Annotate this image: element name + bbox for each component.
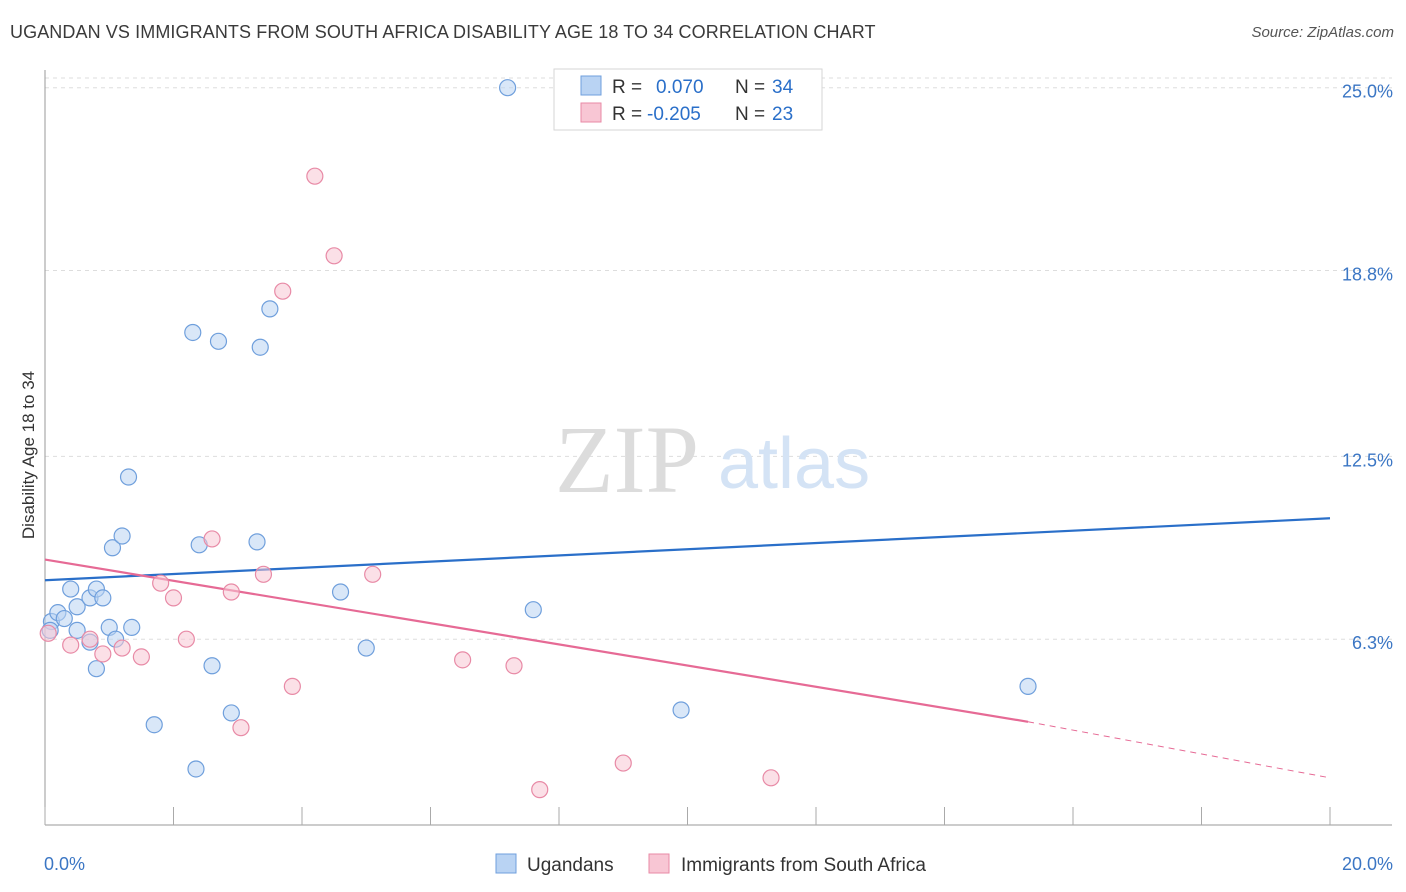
x-tick-label: 0.0%: [44, 854, 85, 874]
point-ugandans: [94, 589, 112, 607]
point-south-africa: [203, 530, 221, 548]
legend-n-label-2: N =: [735, 104, 765, 125]
y-tick-label: 12.5%: [1342, 450, 1393, 470]
point-ugandans: [499, 79, 517, 97]
point-south-africa: [325, 247, 343, 265]
y-tick-label: 6.3%: [1352, 633, 1393, 653]
point-ugandans: [222, 704, 240, 722]
trendline-ugandans: [44, 517, 1331, 582]
point-ugandans: [248, 533, 266, 551]
legend-r-value-1: 0.070: [656, 77, 704, 98]
point-south-africa: [254, 565, 273, 583]
point-south-africa: [505, 657, 523, 675]
y-tick-label: 18.8%: [1342, 265, 1393, 285]
point-ugandans: [1019, 677, 1037, 695]
point-ugandans: [55, 609, 73, 628]
point-ugandans: [62, 580, 80, 598]
legend-label-ugandans: Ugandans: [527, 855, 614, 876]
point-south-africa: [132, 648, 150, 666]
watermark-zip: ZIP: [555, 406, 699, 513]
point-ugandans: [331, 583, 350, 601]
legend-swatch-bottom-south-africa: [648, 853, 670, 874]
legend-swatch-ugandans: [580, 75, 602, 96]
point-ugandans: [87, 660, 106, 678]
point-ugandans: [524, 601, 542, 619]
point-ugandans: [184, 323, 202, 342]
point-south-africa: [39, 624, 57, 642]
legend-n-value-2: 23: [772, 104, 793, 125]
point-south-africa: [531, 781, 549, 799]
y-axis-label: Disability Age 18 to 34: [19, 371, 38, 539]
x-tick-label: 20.0%: [1342, 854, 1393, 874]
point-south-africa: [232, 719, 250, 737]
watermark: ZIP atlas: [555, 406, 870, 513]
stats-legend: R = 0.070 N = 34 R = -0.205 N = 23: [553, 68, 823, 131]
point-ugandans: [251, 338, 269, 356]
point-south-africa: [94, 645, 112, 663]
point-ugandans: [145, 716, 163, 734]
point-ugandans: [261, 300, 279, 318]
trendlines: [44, 517, 1331, 779]
legend-n-label-1: N =: [735, 77, 765, 98]
grid-layer: [45, 77, 1392, 640]
watermark-atlas: atlas: [718, 424, 870, 504]
point-south-africa: [762, 769, 780, 787]
point-south-africa: [152, 574, 170, 592]
source-label: Source: ZipAtlas.com: [1251, 24, 1394, 41]
chart-title: UGANDAN VS IMMIGRANTS FROM SOUTH AFRICA …: [10, 22, 876, 42]
point-ugandans: [113, 527, 131, 545]
trendline-south-africa: [1027, 721, 1331, 779]
trendline-south-africa: [44, 558, 1029, 723]
point-ugandans: [103, 539, 122, 557]
point-ugandans: [209, 332, 228, 350]
data-points: [39, 79, 1037, 799]
point-ugandans: [187, 760, 205, 778]
point-ugandans: [672, 701, 690, 719]
legend-r-label-1: R =: [612, 77, 642, 98]
y-tick-label: 25.0%: [1342, 82, 1393, 102]
point-south-africa: [274, 282, 292, 300]
point-south-africa: [614, 754, 632, 772]
point-ugandans: [119, 468, 138, 486]
point-south-africa: [306, 167, 324, 185]
point-south-africa: [454, 651, 472, 669]
point-south-africa: [364, 565, 382, 583]
point-south-africa: [113, 639, 131, 657]
tick-labels: 6.3% 12.5% 18.8% 25.0% 0.0% 20.0%: [44, 82, 1393, 874]
point-ugandans: [203, 657, 221, 675]
point-south-africa: [164, 589, 183, 607]
point-south-africa: [222, 583, 240, 601]
series-legend: Ugandans Immigrants from South Africa: [495, 853, 926, 876]
point-south-africa: [81, 630, 99, 648]
legend-n-value-1: 34: [772, 77, 794, 98]
legend-r-label-2: R =: [612, 104, 642, 125]
legend-r-value-2: -0.205: [647, 104, 701, 125]
point-south-africa: [62, 636, 80, 654]
legend-label-south-africa: Immigrants from South Africa: [681, 855, 926, 876]
point-south-africa: [177, 630, 195, 648]
point-ugandans: [68, 621, 86, 639]
legend-swatch-bottom-ugandans: [495, 853, 517, 874]
legend-swatch-south-africa: [580, 102, 602, 123]
point-ugandans: [123, 618, 141, 637]
point-ugandans: [68, 598, 86, 616]
axes-layer: [44, 70, 1392, 826]
point-ugandans: [357, 639, 375, 657]
point-south-africa: [283, 677, 301, 695]
